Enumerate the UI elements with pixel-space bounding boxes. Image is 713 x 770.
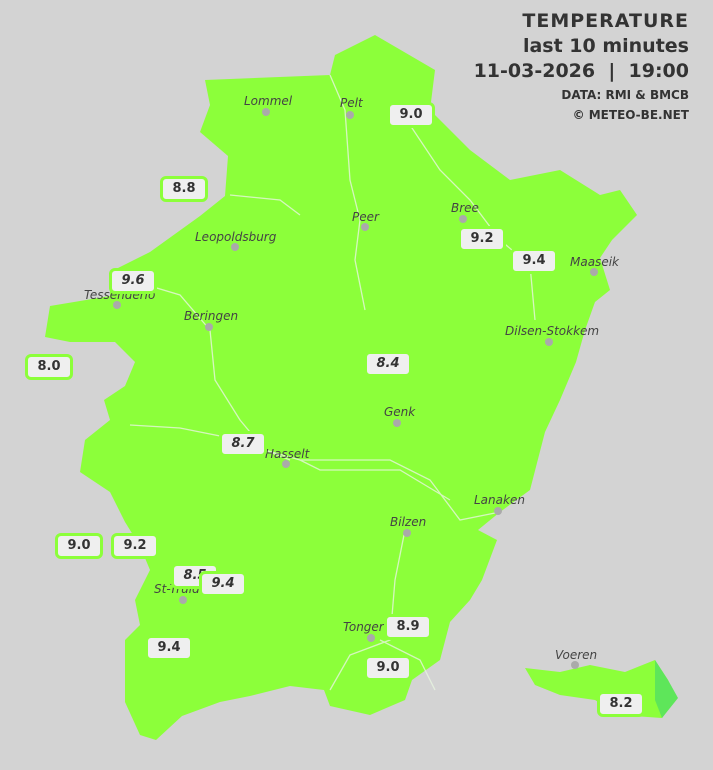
town-dot <box>262 108 270 116</box>
temperature-label: 9.0 <box>55 533 103 559</box>
town-dot <box>545 338 553 346</box>
temperature-label: 9.6 <box>109 268 157 294</box>
temperature-label: 8.9 <box>384 614 432 640</box>
map-subtitle: last 10 minutes <box>522 35 689 57</box>
town-label: Leopoldsburg <box>195 230 277 244</box>
town-label: Dilsen-Stokkem <box>505 324 600 338</box>
town-label: Genk <box>384 405 416 419</box>
town-dot <box>571 661 579 669</box>
region-limburg <box>45 35 637 740</box>
town-dot <box>393 419 401 427</box>
temperature-label: 8.4 <box>364 351 412 377</box>
town-dot <box>403 529 411 537</box>
town-dot <box>113 301 121 309</box>
town-dot <box>494 507 502 515</box>
temperature-label: 9.4 <box>199 571 247 597</box>
town-label: Pelt <box>340 96 363 110</box>
town-label: Voeren <box>555 648 598 662</box>
town-label: Lanaken <box>474 493 525 507</box>
temperature-label: 8.7 <box>219 431 267 457</box>
temperature-label: 9.0 <box>364 655 412 681</box>
town-dot <box>590 268 598 276</box>
town-label: Peer <box>352 210 379 224</box>
temperature-label: 8.8 <box>160 176 208 202</box>
temperature-label: 8.0 <box>25 354 73 380</box>
town-dot <box>361 223 369 231</box>
temperature-label: 8.2 <box>597 691 645 717</box>
data-source: DATA: RMI & BMCB <box>561 88 689 102</box>
temperature-label: 9.0 <box>387 102 435 128</box>
town-label: Bilzen <box>390 515 427 529</box>
town-dot <box>459 215 467 223</box>
credit: © METEO-BE.NET <box>572 108 689 122</box>
town-label: Maaseik <box>570 255 619 269</box>
town-dot <box>367 634 375 642</box>
town-dot <box>179 596 187 604</box>
town-label: Lommel <box>244 94 293 108</box>
temperature-label: 9.2 <box>111 533 159 559</box>
town-dot <box>205 323 213 331</box>
temperature-label: 9.4 <box>510 248 558 274</box>
town-label: Hasselt <box>265 447 310 461</box>
map-datetime: 11-03-2026 | 19:00 <box>473 60 689 82</box>
temperature-label: 9.4 <box>145 635 193 661</box>
town-label: Bree <box>451 201 479 215</box>
region-east-tip <box>655 660 678 718</box>
town-label: Beringen <box>184 309 239 323</box>
town-dot <box>346 111 354 119</box>
town-dot <box>282 460 290 468</box>
town-dot <box>231 243 239 251</box>
temperature-label: 9.2 <box>458 226 506 252</box>
map-title: TEMPERATURE <box>522 10 689 32</box>
